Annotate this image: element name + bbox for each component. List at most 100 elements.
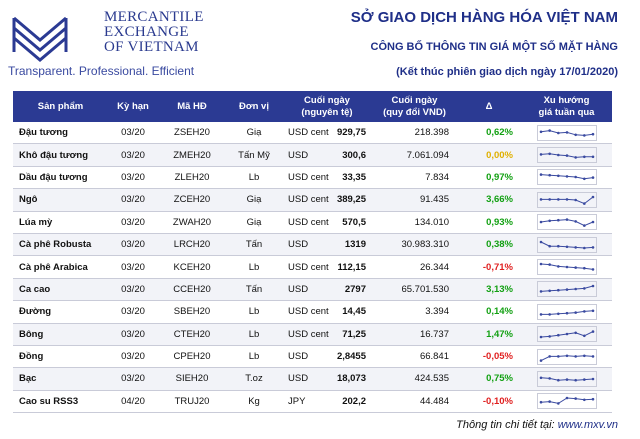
- sparkline-point: [582, 378, 586, 381]
- col-close-native: Cuối ngày (nguyên tệ): [282, 91, 372, 122]
- code-cell: ZWAH20: [158, 211, 226, 234]
- sparkline-chart: [536, 326, 597, 343]
- close-vnd-cell: 44.484: [372, 390, 457, 414]
- term-cell: 03/20: [108, 211, 158, 234]
- sparkline-chart: [536, 169, 597, 186]
- close-vnd-cell: 30.983.310: [372, 233, 457, 257]
- table-row: Đường 03/20 SBEH20 Lb USD cent 14,45 3.394 0,14…: [13, 300, 612, 324]
- footer-label: Thông tin chi tiết tại:: [456, 419, 555, 431]
- term-cell: 03/20: [108, 143, 158, 167]
- sparkline-frame: [536, 214, 597, 231]
- table-row: Đậu tương 03/20 ZSEH20 Giạ USD cent 929,75 218…: [13, 122, 612, 145]
- tagline: Transparent. Professional. Efficient: [8, 64, 195, 78]
- sparkline-point: [547, 312, 551, 316]
- currency-label: USD: [288, 283, 309, 295]
- sparkline-point: [565, 265, 568, 269]
- close-vnd-cell: 134.010: [372, 211, 457, 234]
- sparkline-point: [573, 198, 577, 202]
- code-cell: ZCEH20: [158, 188, 226, 212]
- sparkline-point: [582, 354, 586, 357]
- sparkline-point: [547, 377, 551, 380]
- unit-cell: Lb: [226, 300, 282, 324]
- sparkline-point: [591, 268, 594, 271]
- product-cell: Bông: [13, 323, 108, 346]
- sparkline-point: [582, 266, 586, 270]
- sparkline-point: [582, 133, 586, 137]
- change-cell: -0,71%: [457, 255, 521, 279]
- sparkline-point: [565, 332, 568, 336]
- unit-cell: Lb: [226, 255, 282, 279]
- currency-label: USD cent: [288, 194, 329, 206]
- unit-cell: T.oz: [226, 367, 282, 391]
- product-cell: Ngô: [13, 188, 108, 212]
- sparkline-point: [591, 285, 594, 288]
- close-native-cell: USD cent 14,45: [282, 300, 372, 324]
- sparkline-point: [539, 197, 542, 201]
- sparkline-point: [556, 131, 560, 134]
- change-cell: 0,75%: [457, 367, 521, 391]
- sparkline-chart: [536, 214, 597, 231]
- table-row: Ngô 03/20 ZCEH20 Giạ USD cent 389,25 91.435 3,6…: [13, 188, 612, 212]
- sparkline-point: [582, 246, 586, 249]
- close-price: 112,15: [337, 261, 366, 273]
- code-cell: LRCH20: [158, 233, 226, 257]
- close-price: 202,2: [342, 395, 366, 407]
- unit-cell: Lb: [226, 323, 282, 346]
- close-native-cell: JPY 202,2: [282, 390, 372, 414]
- close-vnd-cell: 26.344: [372, 255, 457, 279]
- sparkline-chart: [536, 303, 597, 320]
- trend-cell: [521, 278, 612, 302]
- logo: MERCANTILE EXCHANGE OF VIETNAM: [4, 4, 204, 84]
- sparkline-chart: [536, 393, 597, 410]
- sparkline-frame: [536, 348, 597, 365]
- sparkline-chart: [536, 147, 597, 164]
- close-vnd-cell: 7.061.094: [372, 143, 457, 167]
- sparkline-point: [539, 335, 542, 339]
- code-cell: CCEH20: [158, 278, 226, 302]
- sparkline-point: [539, 240, 542, 243]
- close-price: 71,25: [342, 328, 366, 340]
- trend-cell: [521, 300, 612, 324]
- sparkline-point: [582, 287, 586, 291]
- sparkline-point: [573, 266, 577, 269]
- table-row: Khô đậu tương 03/20 ZMEH20 Tấn Mỹ USD 300,6 7.…: [13, 143, 612, 167]
- sparkline-point: [565, 288, 568, 292]
- change-cell: 1,47%: [457, 323, 521, 346]
- sparkline-point: [565, 154, 568, 157]
- product-cell: Đậu tương: [13, 122, 108, 145]
- sparkline-point: [556, 153, 560, 157]
- sparkline-point: [582, 309, 586, 313]
- product-cell: Đường: [13, 300, 108, 324]
- sparkline-point: [573, 156, 577, 159]
- sparkline-point: [573, 354, 577, 358]
- product-cell: Đồng: [13, 345, 108, 369]
- unit-cell: Giạ: [226, 211, 282, 234]
- trend-cell: [521, 345, 612, 369]
- sparkline-point: [556, 244, 560, 248]
- footer-link[interactable]: www.mxv.vn: [557, 419, 618, 431]
- change-cell: -0,10%: [457, 390, 521, 414]
- col-term: Kỳ hạn: [108, 91, 158, 122]
- sparkline-frame: [536, 281, 597, 298]
- sparkline-point: [547, 400, 551, 404]
- close-native-cell: USD cent 570,5: [282, 211, 372, 234]
- sparkline-point: [547, 289, 551, 293]
- sparkline-point: [547, 197, 551, 201]
- product-cell: Dầu đậu tương: [13, 166, 108, 190]
- sparkline-point: [556, 402, 560, 406]
- change-cell: 0,00%: [457, 143, 521, 167]
- sparkline-point: [591, 195, 594, 199]
- currency-label: USD cent: [288, 127, 329, 139]
- table-header-row: Sản phẩm Kỳ hạn Mã HĐ Đơn vị Cuối ngày (n…: [13, 91, 612, 122]
- sparkline-point: [565, 311, 568, 315]
- term-cell: 03/20: [108, 166, 158, 190]
- sparkline-point: [539, 220, 542, 224]
- code-cell: ZMEH20: [158, 143, 226, 167]
- trend-cell: [521, 390, 612, 414]
- term-cell: 03/20: [108, 345, 158, 369]
- code-cell: SIEH20: [158, 367, 226, 391]
- sparkline-point: [591, 245, 594, 249]
- sparkline-point: [547, 128, 551, 132]
- sparkline-point: [591, 377, 594, 381]
- sparkline-point: [591, 176, 594, 180]
